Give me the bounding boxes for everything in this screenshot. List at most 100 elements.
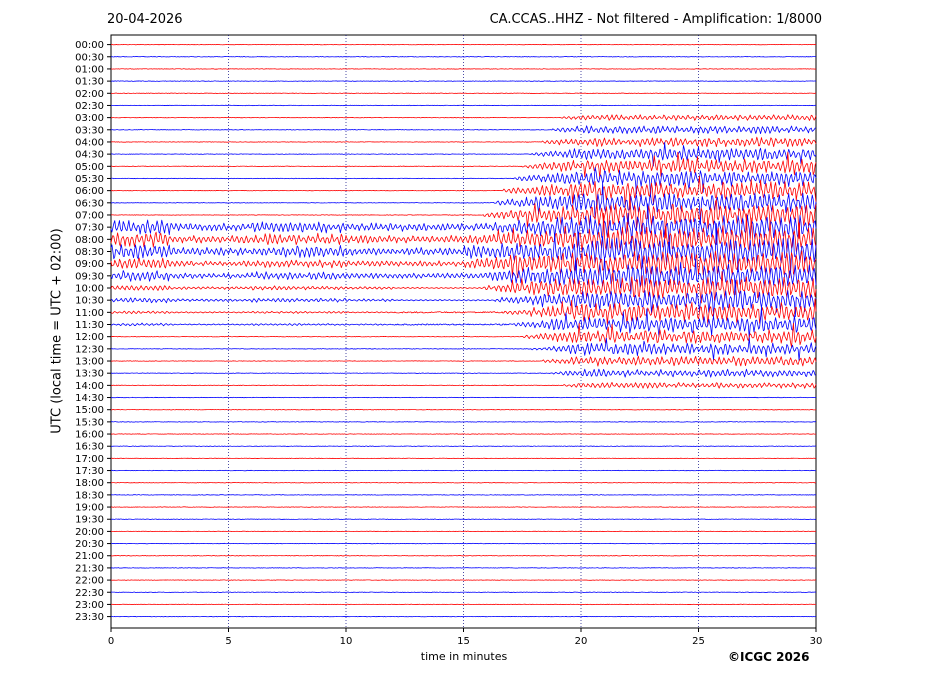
- trace-row-2100: [110, 555, 817, 557]
- x-tick-label: 5: [225, 636, 231, 647]
- trace-row-1800: [110, 482, 817, 484]
- trace-row-0130: [110, 80, 817, 82]
- row-label: 20:00: [75, 527, 104, 538]
- header-date: 20-04-2026: [107, 12, 183, 27]
- row-label: 21:00: [75, 551, 104, 562]
- trace-row-0930: [110, 256, 817, 295]
- trace-row-1100: [110, 298, 817, 326]
- row-label: 09:30: [75, 271, 104, 282]
- trace-row-1730: [110, 469, 817, 472]
- row-label: 04:30: [75, 150, 104, 161]
- row-label: 02:30: [75, 101, 104, 112]
- row-label: 18:30: [75, 490, 104, 501]
- x-tick-label: 0: [108, 636, 114, 647]
- row-label: 10:30: [75, 296, 104, 307]
- trace-row-2330: [110, 615, 817, 618]
- trace-row-1830: [110, 494, 817, 496]
- trace-row-0530: [110, 167, 817, 197]
- row-label: 23:30: [75, 612, 104, 623]
- trace-row-0700: [110, 194, 817, 239]
- trace-row-0330: [110, 125, 817, 135]
- trace-row-0400: [110, 136, 817, 148]
- trace-row-0030: [110, 56, 817, 58]
- trace-row-0100: [110, 68, 817, 70]
- trace-row-0500: [110, 151, 817, 179]
- trace-row-1300: [110, 355, 817, 367]
- row-label: 08:30: [75, 247, 104, 258]
- trace-row-1430: [110, 396, 817, 399]
- row-label: 22:30: [75, 588, 104, 599]
- row-label: 10:00: [75, 284, 104, 295]
- row-label: 01:30: [75, 77, 104, 88]
- row-label: 03:00: [75, 113, 104, 124]
- row-label: 07:30: [75, 223, 104, 234]
- trace-row-2300: [110, 603, 817, 606]
- trace-row-2130: [110, 567, 817, 569]
- trace-row-2000: [110, 530, 817, 533]
- trace-row-2200: [110, 579, 817, 581]
- trace-row-0800: [110, 212, 817, 260]
- row-label: 16:30: [75, 442, 104, 453]
- trace-row-1330: [110, 368, 817, 378]
- row-label: 11:30: [75, 320, 104, 331]
- trace-row-0630: [110, 182, 817, 225]
- row-label: 20:30: [75, 539, 104, 550]
- row-label: 13:30: [75, 369, 104, 380]
- trace-row-1230: [110, 337, 817, 362]
- trace-row-0200: [111, 92, 817, 94]
- trace-row-0300: [110, 114, 817, 121]
- row-label: 00:00: [75, 40, 104, 51]
- trace-row-1930: [110, 518, 817, 520]
- row-label: 19:30: [75, 515, 104, 526]
- trace-row-1030: [110, 280, 817, 318]
- row-label: 05:30: [75, 174, 104, 185]
- row-label: 15:00: [75, 405, 104, 416]
- row-label: 17:00: [75, 454, 104, 465]
- trace-row-0430: [110, 142, 817, 167]
- trace-row-0600: [110, 175, 817, 209]
- x-axis-label: time in minutes: [420, 650, 508, 663]
- trace-row-1130: [110, 307, 817, 339]
- row-label: 14:00: [75, 381, 104, 392]
- trace-row-0830: [110, 223, 817, 274]
- row-label: 02:00: [75, 89, 104, 100]
- trace-row-1630: [110, 445, 817, 447]
- row-label: 21:30: [75, 563, 104, 574]
- row-label: 15:30: [75, 417, 104, 428]
- row-label: 09:00: [75, 259, 104, 270]
- trace-row-0000: [110, 43, 817, 46]
- row-label: 03:30: [75, 125, 104, 136]
- row-label: 22:00: [75, 576, 104, 587]
- trace-row-0900: [110, 250, 817, 279]
- x-tick-label: 15: [457, 636, 470, 647]
- row-label: 04:00: [75, 137, 104, 148]
- row-label: 00:30: [75, 52, 104, 63]
- trace-row-0230: [110, 104, 817, 107]
- row-label: 14:30: [75, 393, 104, 404]
- trace-row-1000: [110, 271, 817, 304]
- trace-row-1900: [110, 506, 817, 508]
- row-label: 07:00: [75, 210, 104, 221]
- trace-row-1500: [110, 409, 817, 411]
- trace-row-1530: [110, 421, 817, 423]
- row-label: 12:30: [75, 344, 104, 355]
- trace-row-1200: [110, 322, 817, 348]
- row-label: 18:00: [75, 478, 104, 489]
- row-label: 13:00: [75, 357, 104, 368]
- row-label: 19:00: [75, 503, 104, 514]
- trace-row-1600: [110, 433, 817, 435]
- row-label: 12:00: [75, 332, 104, 343]
- row-label: 23:00: [75, 600, 104, 611]
- trace-row-1700: [110, 457, 817, 460]
- x-tick-label: 30: [810, 636, 823, 647]
- x-tick-label: 10: [340, 636, 353, 647]
- row-label: 16:00: [75, 430, 104, 441]
- header-station-info: CA.CCAS..HHZ - Not filtered - Amplificat…: [489, 12, 822, 27]
- row-label: 08:00: [75, 235, 104, 246]
- trace-row-1400: [110, 381, 817, 389]
- row-label: 01:00: [75, 64, 104, 75]
- trace-row-2030: [110, 542, 817, 545]
- x-tick-label: 20: [575, 636, 588, 647]
- y-axis-label: UTC (local time = UTC + 02:00): [49, 228, 65, 434]
- copyright-credit: ©ICGC 2026: [728, 650, 810, 664]
